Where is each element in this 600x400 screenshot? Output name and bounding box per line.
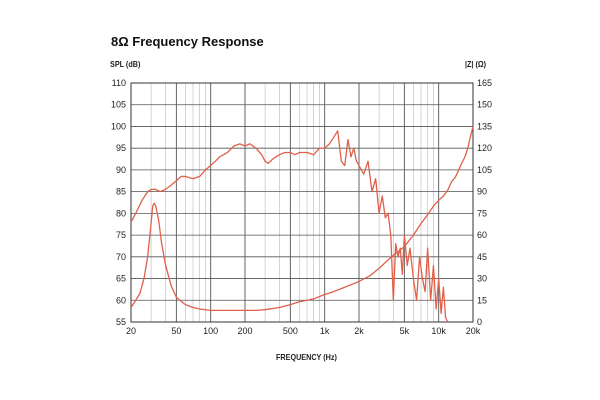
x-tick-label: 500 — [283, 326, 298, 336]
y2-tick-label: 60 — [477, 230, 487, 240]
y-tick-label: 65 — [116, 274, 126, 284]
y-axis-ticks: 55 60 65 70 75 80 85 90 95 100 105 110 — [111, 78, 126, 327]
impedance-curve — [130, 126, 474, 312]
y2-tick-label: 45 — [477, 252, 487, 262]
series-group — [130, 126, 474, 323]
y-tick-label: 95 — [116, 143, 126, 153]
x-tick-label: 200 — [237, 326, 252, 336]
y2-tick-label: 120 — [477, 143, 492, 153]
chart-title: 8Ω Frequency Response — [111, 34, 264, 49]
y2-tick-label: 135 — [477, 121, 492, 131]
y2-tick-label: 105 — [477, 165, 492, 175]
x-axis-ticks: 20 50 100 200 500 1k 2k 5k 10k 20k — [126, 326, 481, 336]
y-tick-label: 80 — [116, 208, 126, 218]
spl-curve — [130, 130, 449, 323]
y2-axis-label: |Z| (Ω) — [465, 59, 487, 69]
y-tick-label: 100 — [111, 121, 126, 131]
x-tick-label: 20k — [466, 326, 481, 336]
y2-tick-label: 90 — [477, 187, 487, 197]
x-tick-label: 50 — [171, 326, 181, 336]
y-tick-label: 105 — [111, 100, 126, 110]
x-tick-label: 10k — [431, 326, 446, 336]
y2-tick-label: 150 — [477, 100, 492, 110]
y2-tick-label: 30 — [477, 274, 487, 284]
y-tick-label: 55 — [116, 317, 126, 327]
y-tick-label: 70 — [116, 252, 126, 262]
y2-tick-label: 15 — [477, 295, 487, 305]
y-tick-label: 110 — [112, 78, 126, 88]
y2-axis-ticks: 0 15 30 45 60 75 90 105 120 135 150 165 — [477, 78, 492, 327]
y-tick-label: 85 — [116, 187, 126, 197]
x-tick-label: 1k — [320, 326, 330, 336]
chart-grid — [131, 83, 473, 322]
y-tick-label: 75 — [116, 230, 126, 240]
x-tick-label: 2k — [354, 326, 364, 336]
y2-tick-label: 0 — [477, 317, 482, 327]
y-tick-label: 60 — [116, 295, 126, 305]
y-axis-label: SPL (dB) — [110, 59, 141, 69]
x-tick-label: 5k — [400, 326, 410, 336]
y2-tick-label: 75 — [477, 208, 487, 218]
x-tick-label: 100 — [203, 326, 218, 336]
y2-tick-label: 165 — [477, 78, 492, 88]
y-tick-label: 90 — [116, 165, 126, 175]
x-axis-label: FREQUENCY (Hz) — [276, 352, 337, 362]
x-tick-label: 20 — [126, 326, 136, 336]
plot-area-frame — [130, 82, 474, 323]
